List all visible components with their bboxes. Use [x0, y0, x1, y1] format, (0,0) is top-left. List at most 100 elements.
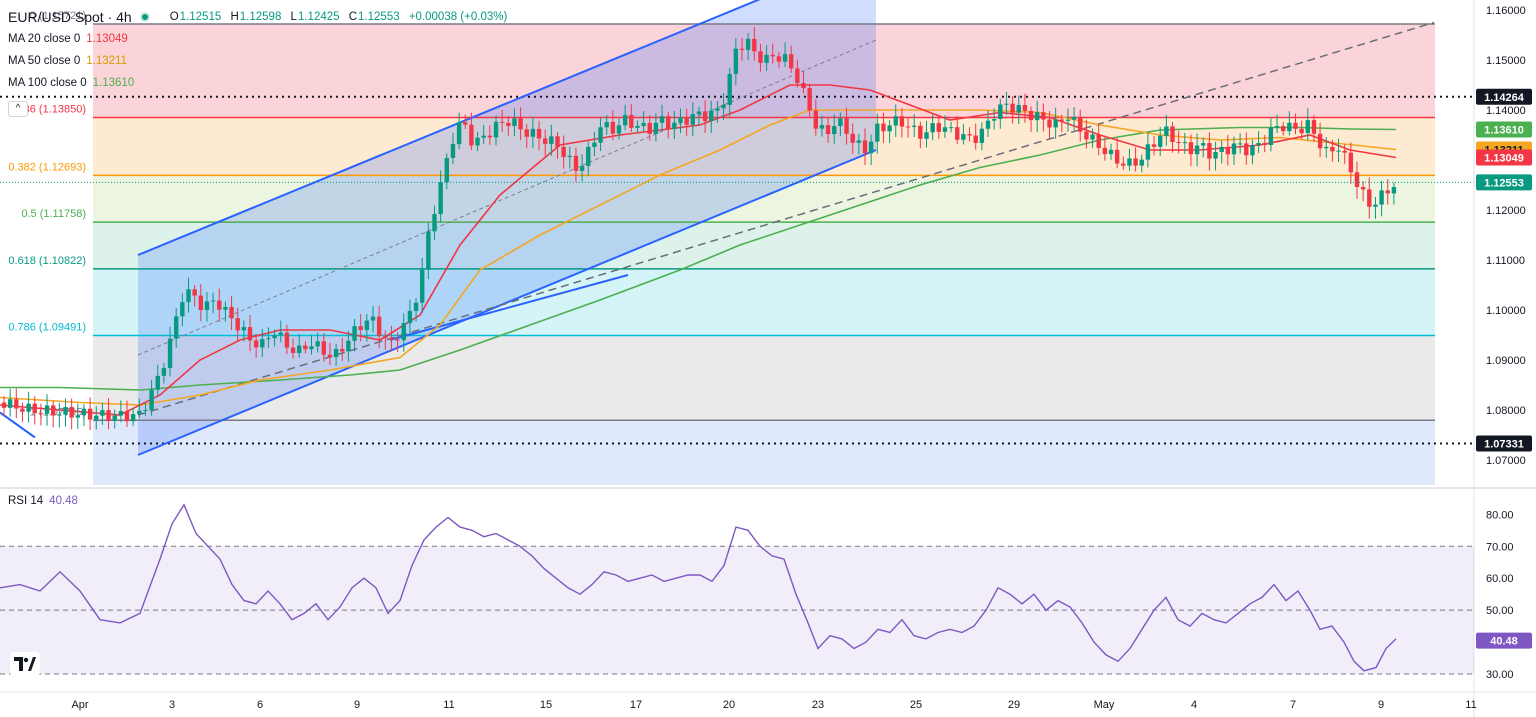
symbol-title[interactable]: EUR/USD Spot · 4h [8, 9, 132, 25]
candle [1084, 119, 1089, 149]
price-badge-label: 1.14264 [1484, 92, 1525, 104]
candle-body [1121, 163, 1126, 166]
candle [690, 102, 695, 137]
candle [241, 320, 247, 342]
candle [235, 308, 240, 342]
candle [1391, 182, 1397, 205]
candle-body [702, 111, 708, 121]
candle [1348, 142, 1354, 184]
candle [401, 313, 406, 352]
candle [340, 337, 345, 361]
candle-body [1102, 147, 1108, 155]
candle [1170, 122, 1175, 153]
candle [647, 115, 652, 141]
support-trendline [389, 274, 629, 341]
candle-body [985, 120, 991, 129]
candle-body [180, 302, 185, 317]
candle-body [376, 316, 382, 337]
candle-body [561, 146, 566, 158]
candle-body [727, 73, 732, 105]
candle-body [14, 399, 19, 409]
indicator-ma100[interactable]: MA 100 close 0 1.13610 [8, 77, 134, 89]
rsi-header[interactable]: RSI 14 40.48 [8, 495, 78, 507]
candle [130, 407, 136, 427]
candle [192, 285, 197, 307]
candle [776, 51, 782, 69]
candle-body [1108, 149, 1114, 155]
candle [1016, 95, 1021, 125]
channel-upper-line [137, 0, 761, 256]
candle [38, 403, 44, 426]
indicator-ma50[interactable]: MA 50 close 0 1.13211 [8, 55, 127, 67]
fib-zone [93, 23, 1435, 118]
candle [696, 106, 702, 126]
collapse-legend-icon[interactable]: ^ [8, 101, 28, 117]
candle-body [998, 104, 1003, 120]
left-trendline [0, 411, 36, 439]
candle [51, 400, 56, 428]
candle-body [223, 306, 228, 310]
candle [1274, 114, 1280, 133]
candle [721, 92, 726, 121]
candle-body [543, 138, 548, 144]
candle [1053, 107, 1058, 140]
candle [1164, 114, 1169, 146]
candle-body [1090, 134, 1095, 140]
candle-body [752, 38, 757, 52]
rsi-badge: 40.48 [1476, 632, 1532, 649]
candle [567, 146, 572, 169]
candle [475, 131, 480, 152]
candle [979, 122, 985, 151]
rsi-tick-label: 60.00 [1486, 573, 1514, 585]
candle [1010, 96, 1015, 124]
candle [1090, 128, 1095, 148]
candle-body [598, 127, 603, 143]
candle-body [979, 128, 985, 143]
price-badge-label: 1.07331 [1484, 438, 1524, 450]
candle [1158, 126, 1163, 157]
candle-body [1330, 146, 1335, 152]
candle [456, 112, 462, 150]
candle-body [198, 295, 203, 311]
candle-body [303, 345, 308, 350]
candle-body [918, 125, 923, 139]
candle-body [745, 38, 751, 50]
candle-body [1281, 126, 1286, 132]
candle [807, 83, 812, 117]
candle [309, 334, 314, 355]
candle [1305, 108, 1310, 141]
candle [1188, 134, 1194, 166]
candle-body [1379, 190, 1384, 205]
indicator-ma20[interactable]: MA 20 close 0 1.13049 [8, 33, 128, 45]
candle-body [592, 142, 597, 147]
candle [1324, 137, 1329, 158]
candle [426, 222, 431, 280]
candle [174, 308, 179, 348]
candle-body [1047, 119, 1052, 128]
candle [229, 296, 234, 331]
candle [1256, 131, 1261, 154]
candle [143, 402, 148, 416]
candle [579, 154, 585, 182]
candle-body [1194, 145, 1200, 155]
candle [592, 131, 597, 157]
candle-body [63, 407, 68, 415]
tradingview-logo-icon[interactable] [10, 652, 40, 676]
candle [420, 257, 425, 313]
candle-body [1016, 105, 1021, 113]
price-tick-label: 1.15000 [1486, 55, 1526, 67]
candle-body [739, 48, 745, 50]
candle [684, 108, 689, 136]
candle-body [57, 414, 62, 416]
candle-body [456, 122, 462, 145]
candle-body [370, 316, 376, 321]
candle-body [426, 231, 431, 270]
candle [930, 113, 935, 141]
candle [622, 104, 628, 131]
candle-body [438, 182, 443, 215]
candle [1213, 141, 1218, 171]
candle [137, 398, 142, 419]
candle-body [1250, 145, 1255, 156]
candle [825, 117, 831, 143]
